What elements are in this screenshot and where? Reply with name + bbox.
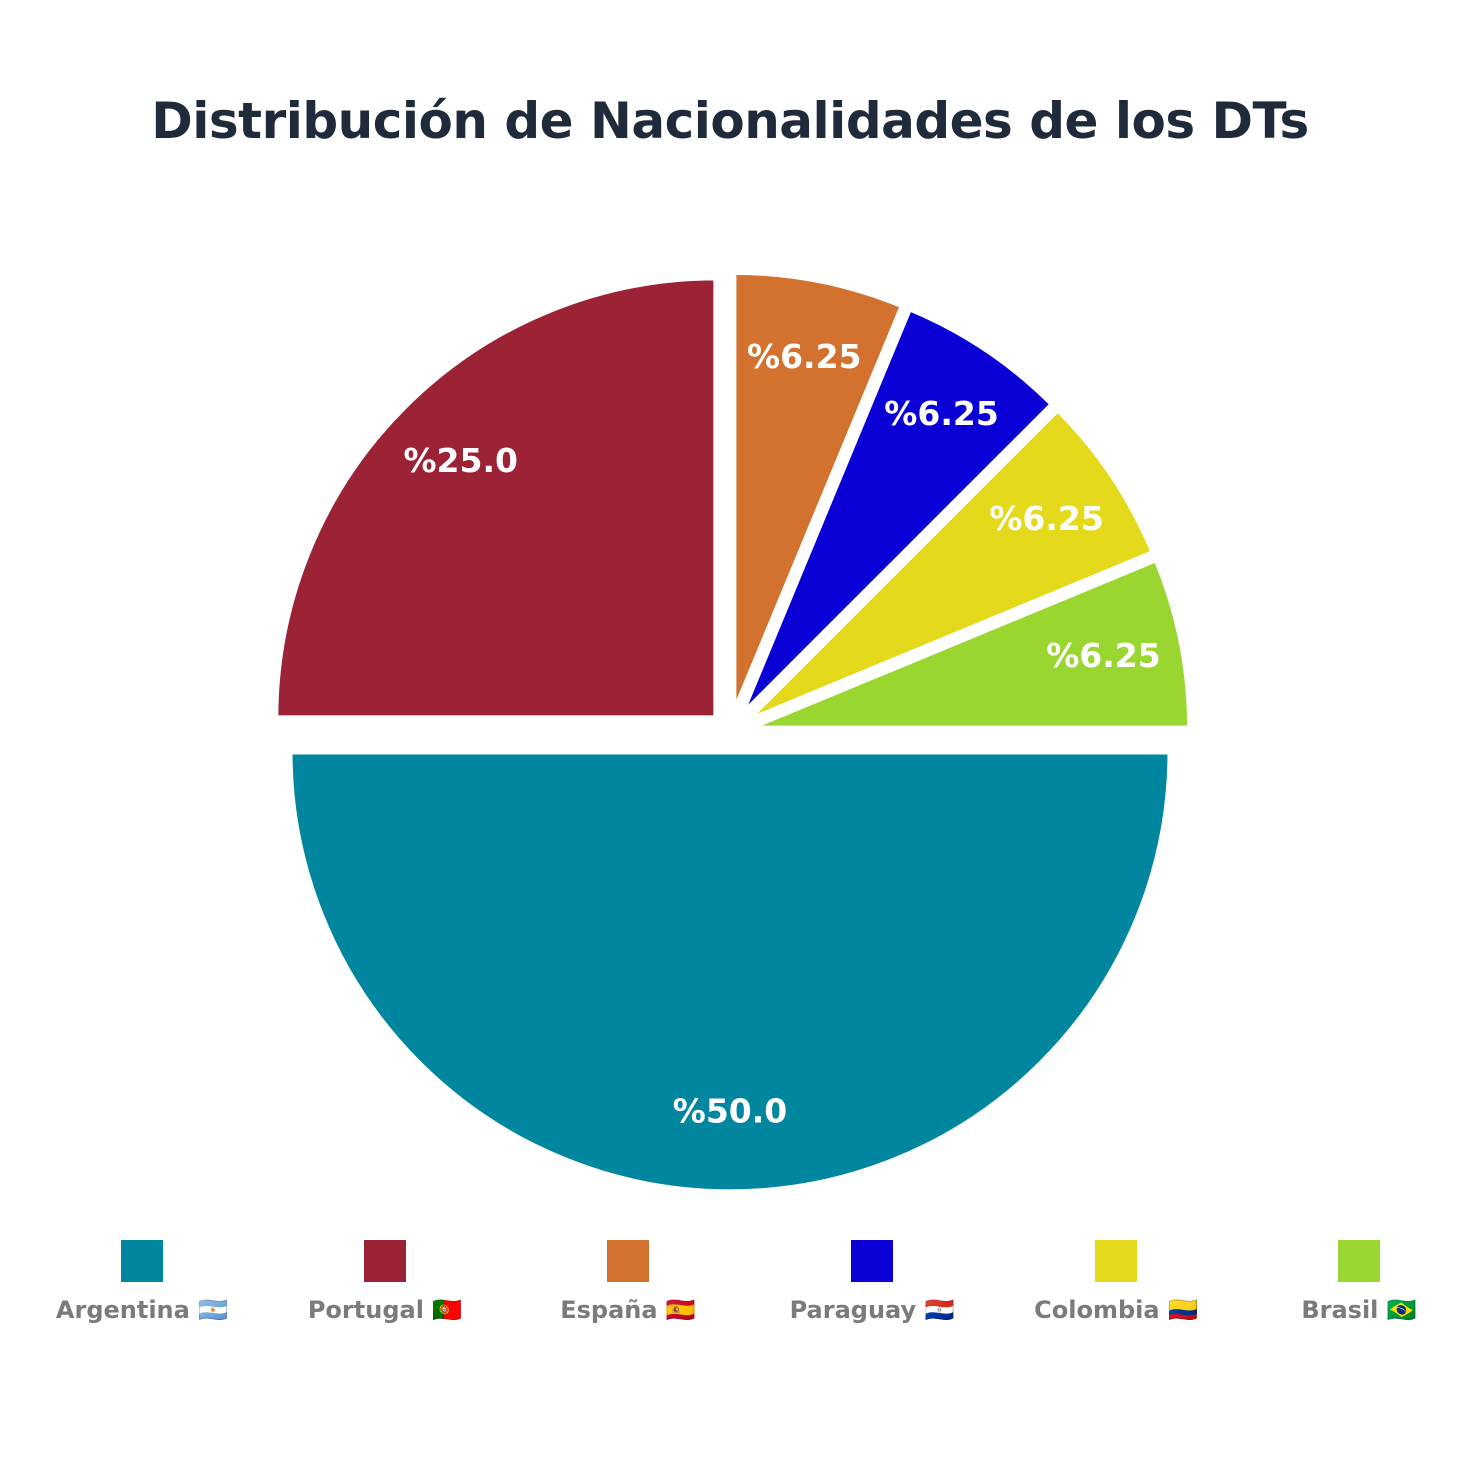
legend-label: España 🇪🇸 xyxy=(560,1296,696,1324)
chart-title: Distribución de Nacionalidades de los DT… xyxy=(151,92,1309,150)
legend-item-4: Colombia 🇨🇴 xyxy=(996,1240,1236,1324)
legend-item-5: Brasil 🇧🇷 xyxy=(1239,1240,1460,1324)
legend-swatch xyxy=(851,1240,893,1282)
legend-swatch xyxy=(121,1240,163,1282)
legend-swatch xyxy=(1338,1240,1380,1282)
slice-label-5: %6.25 xyxy=(1046,636,1161,675)
pie-slice-3 xyxy=(738,306,1055,718)
legend-item-1: Portugal 🇵🇹 xyxy=(265,1240,505,1324)
slice-label-3: %6.25 xyxy=(884,394,999,433)
legend-item-2: España 🇪🇸 xyxy=(508,1240,748,1324)
slice-label-1: %25.0 xyxy=(403,441,518,480)
legend: Argentina 🇦🇷 Portugal 🇵🇹 España 🇪🇸 Paraguay… xyxy=(0,1240,1460,1340)
legend-label: Colombia 🇨🇴 xyxy=(1034,1296,1198,1324)
legend-swatch xyxy=(1095,1240,1137,1282)
legend-label: Paraguay 🇵🇾 xyxy=(789,1296,955,1324)
legend-label: Brasil 🇧🇷 xyxy=(1301,1296,1417,1324)
slice-label-0: %50.0 xyxy=(673,1091,788,1130)
pie-slice-0 xyxy=(287,749,1173,1195)
pie-slice-5 xyxy=(747,557,1193,731)
slice-label-4: %6.25 xyxy=(989,499,1104,538)
legend-item-0: Argentina 🇦🇷 xyxy=(22,1240,262,1324)
legend-swatch xyxy=(607,1240,649,1282)
legend-item-3: Paraguay 🇵🇾 xyxy=(752,1240,992,1324)
legend-label: Argentina 🇦🇷 xyxy=(55,1296,229,1324)
pie-slice-4 xyxy=(744,407,1156,724)
pie-slice-2 xyxy=(731,269,905,715)
pie-chart: %50.0 %25.0 %6.25 %6.25 %6.25 %6.25 xyxy=(273,269,1193,1195)
pie-slice-1 xyxy=(273,275,719,721)
slice-label-2: %6.25 xyxy=(747,337,862,376)
legend-label: Portugal 🇵🇹 xyxy=(307,1296,463,1324)
legend-swatch xyxy=(364,1240,406,1282)
